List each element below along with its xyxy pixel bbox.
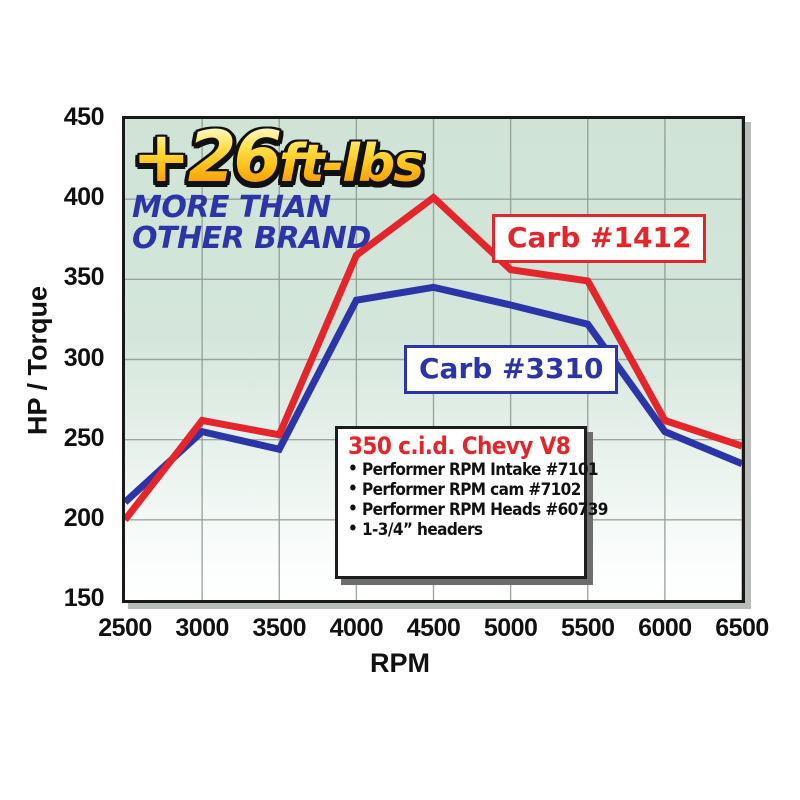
spec-item: 1-3/4” headers — [348, 519, 576, 540]
x-tick-5000: 5000 — [483, 614, 538, 642]
x-tick-6500: 6500 — [715, 614, 769, 642]
series-callout-carb-3310: Carb #3310 — [404, 345, 619, 394]
x-tick-5500: 5500 — [560, 614, 615, 642]
y-tick-150: 150 — [63, 584, 105, 612]
y-tick-300: 300 — [63, 343, 105, 372]
x-tick-6000: 6000 — [638, 614, 692, 642]
spec-item: Performer RPM cam #7102 — [348, 479, 581, 500]
y-tick-450: 450 — [63, 103, 105, 131]
x-tick-4500: 4500 — [406, 614, 461, 642]
y-tick-350: 350 — [63, 263, 105, 292]
spec-box-title: 350 c.i.d. Chevy V8 — [348, 432, 571, 460]
spec-item: Performer RPM Heads #60739 — [348, 499, 608, 520]
x-tick-2500: 2500 — [98, 614, 152, 642]
y-tick-400: 400 — [63, 183, 105, 212]
spec-box: 350 c.i.d. Chevy V8 Performer RPM Intake… — [335, 426, 608, 579]
x-tick-4000: 4000 — [329, 614, 384, 642]
x-tick-3000: 3000 — [175, 614, 229, 642]
spec-item: Performer RPM Intake #7101 — [348, 459, 599, 480]
y-tick-250: 250 — [63, 423, 105, 452]
x-axis-title: RPM — [370, 648, 430, 678]
y-tick-200: 200 — [63, 503, 105, 532]
y-axis-title: HP / Torque — [22, 286, 53, 436]
series-callout-carb-1412: Carb #1412 — [492, 214, 707, 263]
x-tick-3500: 3500 — [252, 614, 307, 642]
spec-box-list: Performer RPM Intake #7101Performer RPM … — [348, 459, 608, 540]
